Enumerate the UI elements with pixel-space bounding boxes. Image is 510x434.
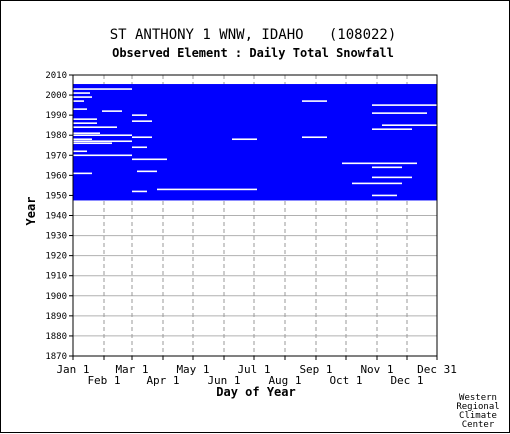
x-tick-label-121: May 1 bbox=[176, 363, 209, 376]
missing-data-1993-1 bbox=[73, 108, 87, 110]
missing-data-1978-1 bbox=[73, 138, 92, 141]
y-tick-label-1960: 1960 bbox=[45, 171, 67, 181]
y-tick-label-2000: 2000 bbox=[45, 91, 67, 101]
y-tick-label-1890: 1890 bbox=[45, 312, 67, 322]
y-tick-label-1870: 1870 bbox=[45, 352, 67, 362]
missing-data-1976-1 bbox=[73, 142, 112, 145]
data-coverage-block bbox=[73, 84, 437, 201]
chart-subtitle: Observed Element : Daily Total Snowfall bbox=[112, 46, 394, 60]
y-tick-label-1920: 1920 bbox=[45, 252, 67, 262]
missing-data-1997-230 bbox=[302, 100, 327, 102]
x-tick-label-213: Aug 1 bbox=[268, 374, 301, 387]
missing-data-1981-1 bbox=[73, 132, 100, 135]
y-tick-label-1900: 1900 bbox=[45, 292, 67, 302]
missing-data-1979-60 bbox=[132, 136, 152, 139]
y-tick-label-1980: 1980 bbox=[45, 131, 67, 141]
missing-data-1988-1 bbox=[73, 118, 97, 120]
missing-data-2001-1 bbox=[73, 92, 90, 94]
x-tick-label-244: Sep 1 bbox=[299, 363, 332, 376]
y-tick-label-1950: 1950 bbox=[45, 191, 67, 201]
x-tick-label-365: Dec 31 bbox=[417, 363, 457, 376]
credit-line-2: Regional bbox=[456, 402, 499, 412]
x-tick-label-91: Apr 1 bbox=[146, 374, 179, 387]
missing-data-1959-300 bbox=[372, 176, 412, 179]
missing-data-1962-65 bbox=[137, 170, 157, 173]
missing-data-1995-300 bbox=[372, 104, 437, 106]
missing-data-1986-1 bbox=[73, 122, 97, 124]
chart-title: ST ANTHONY 1 WNW, IDAHO (108022) bbox=[110, 27, 397, 43]
missing-data-1956-280 bbox=[352, 182, 402, 185]
y-tick-label-1970: 1970 bbox=[45, 151, 67, 161]
missing-data-1977-1 bbox=[73, 140, 132, 143]
missing-data-1964-300 bbox=[372, 166, 402, 169]
missing-data-1966-270 bbox=[342, 162, 417, 165]
missing-data-1953-85 bbox=[157, 188, 257, 191]
missing-data-1972-1 bbox=[73, 150, 87, 153]
x-axis: Jan 1 Mar 1 May 1 Jul 1 Sep 1 Nov 1 Dec 31 Feb … bbox=[56, 356, 457, 387]
y-axis: 1870 1880 1890 1900 1910 1920 1930 1940 1950 1960… bbox=[45, 71, 73, 362]
y-axis-label: Year bbox=[24, 197, 38, 226]
missing-data-1980-1 bbox=[73, 134, 132, 137]
missing-data-1985-310 bbox=[382, 124, 437, 126]
x-tick-label-152: Jun 1 bbox=[207, 374, 240, 387]
y-tick-label-1930: 1930 bbox=[45, 232, 67, 242]
credit-line-3: Climate bbox=[459, 411, 497, 421]
missing-data-1950-300 bbox=[372, 194, 397, 197]
y-tick-label-1990: 1990 bbox=[45, 111, 67, 121]
x-tick-label-32: Feb 1 bbox=[87, 374, 120, 387]
missing-data-1968-60 bbox=[132, 158, 167, 161]
missing-data-1952-60 bbox=[132, 190, 147, 193]
x-tick-label-305: Nov 1 bbox=[360, 363, 393, 376]
missing-data-1979-230 bbox=[302, 136, 327, 139]
x-tick-label-182: Jul 1 bbox=[237, 363, 270, 376]
missing-data-1961-1 bbox=[73, 172, 92, 175]
missing-data-1970-1 bbox=[73, 154, 132, 157]
x-axis-label: Day of Year bbox=[216, 385, 295, 399]
data-layer bbox=[73, 84, 437, 201]
missing-data-1997-1 bbox=[73, 100, 84, 102]
missing-data-1992-30 bbox=[102, 110, 122, 112]
missing-data-1983-300 bbox=[372, 128, 412, 130]
missing-data-1974-60 bbox=[132, 146, 147, 149]
y-tick-label-1880: 1880 bbox=[45, 332, 67, 342]
missing-data-2003-1 bbox=[73, 88, 132, 90]
y-tick-label-2010: 2010 bbox=[45, 71, 67, 81]
missing-data-1991-300 bbox=[372, 112, 427, 114]
x-tick-label-335: Dec 1 bbox=[390, 374, 423, 387]
x-tick-label-274: Oct 1 bbox=[329, 374, 362, 387]
missing-data-1999-1 bbox=[73, 96, 92, 98]
missing-data-1990-60 bbox=[132, 114, 147, 116]
x-tick-label-60: Mar 1 bbox=[115, 363, 148, 376]
credit-line-4: Center bbox=[462, 420, 495, 430]
missing-data-1984-1 bbox=[73, 126, 117, 128]
missing-data-1978-160 bbox=[232, 138, 257, 141]
credit-text: Western Regional Climate Center bbox=[456, 393, 499, 430]
y-tick-label-1940: 1940 bbox=[45, 212, 67, 222]
y-tick-label-1910: 1910 bbox=[45, 272, 67, 282]
missing-data-1987-60 bbox=[132, 120, 152, 122]
credit-line-1: Western bbox=[459, 393, 497, 403]
x-tick-label-1: Jan 1 bbox=[56, 363, 89, 376]
